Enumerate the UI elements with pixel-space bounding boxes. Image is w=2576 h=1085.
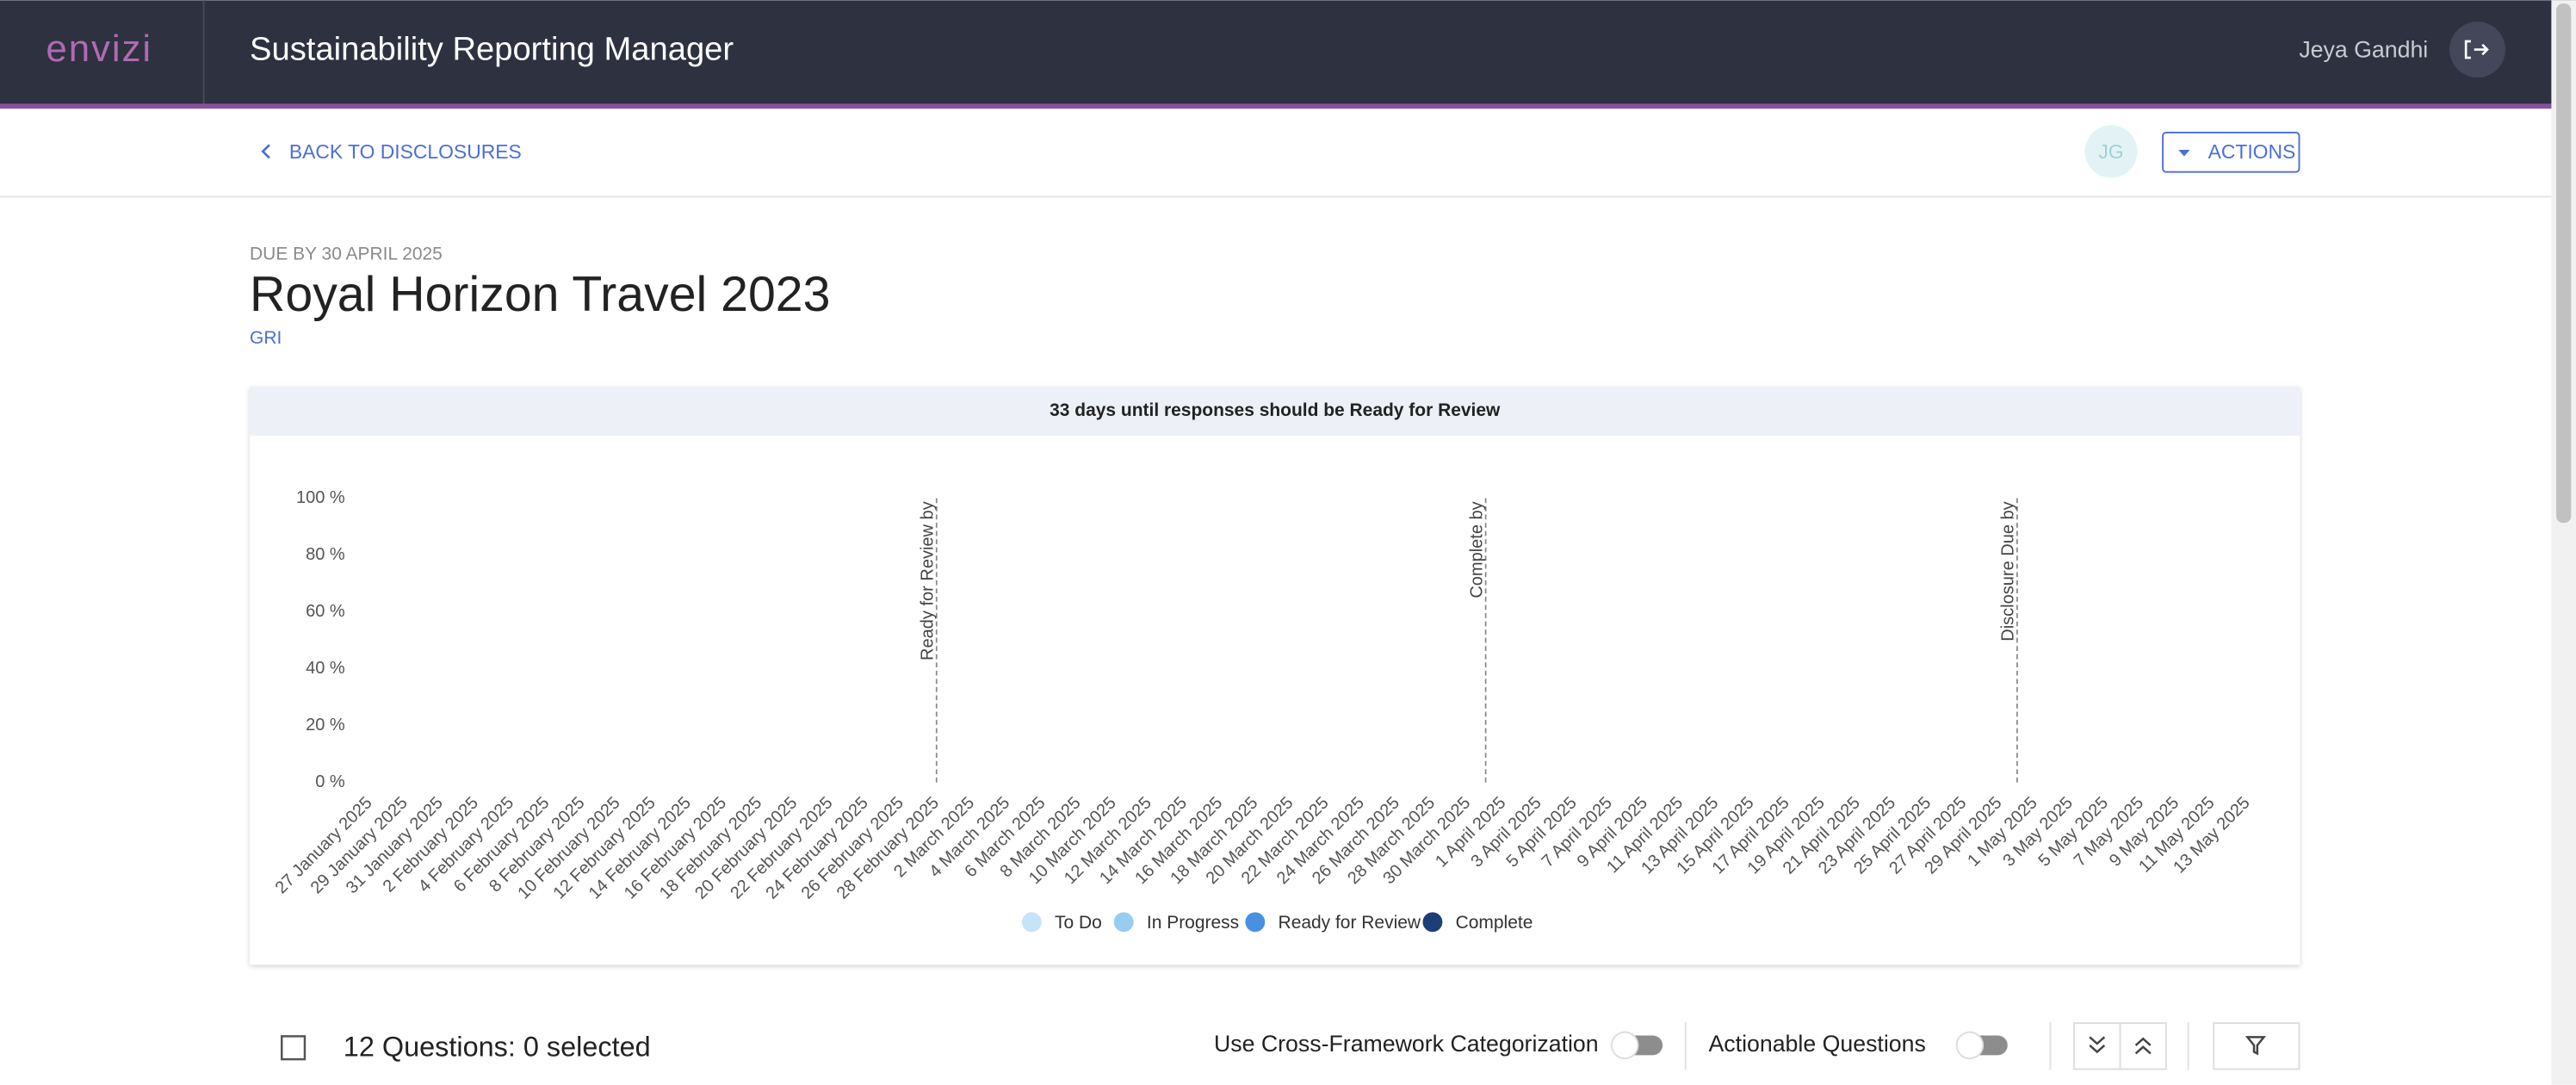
annotation-label: Ready for Review by <box>919 501 938 660</box>
select-all-checkbox[interactable] <box>281 1035 307 1061</box>
legend-label: To Do <box>1055 913 1102 933</box>
legend-swatch <box>1245 912 1266 933</box>
logout-button[interactable] <box>2449 22 2505 78</box>
legend-label: In Progress <box>1147 913 1239 933</box>
legend-label: Ready for Review <box>1279 913 1421 933</box>
due-date: DUE BY 30 APRIL 2025 <box>250 245 443 264</box>
actions-button[interactable]: ACTIONS <box>2162 131 2300 173</box>
legend-label: Complete <box>1456 913 1533 933</box>
app-title: Sustainability Reporting Manager <box>250 31 734 68</box>
header-accent <box>0 103 2576 109</box>
actionable-label: Actionable Questions <box>1708 1031 1925 1057</box>
y-tick-label: 0 % <box>315 772 345 791</box>
framework-tag: GRI <box>250 328 282 348</box>
cross-framework-label: Use Cross-Framework Categorization <box>1214 1031 1599 1057</box>
annotation-label: Complete by <box>1467 501 1486 598</box>
legend-swatch <box>1422 912 1443 933</box>
legend-swatch <box>1113 912 1134 933</box>
y-tick-label: 20 % <box>306 716 345 735</box>
cross-framework-toggle[interactable] <box>1610 1031 1663 1060</box>
chart-banner <box>250 386 2300 436</box>
actionable-toggle[interactable] <box>1955 1031 2008 1060</box>
chart-card <box>250 386 2300 965</box>
header-bar <box>0 0 2576 104</box>
annotation-label: Disclosure Due by <box>1999 501 2018 641</box>
actions-text[interactable]: ACTIONS <box>2208 140 2296 163</box>
back-text[interactable]: BACK TO DISCLOSURES <box>289 140 522 163</box>
logo: envizi <box>46 28 152 70</box>
collapse-all-button[interactable] <box>2119 1022 2167 1070</box>
user-name: Jeya Gandhi <box>2299 37 2428 63</box>
banner-text: 33 days until responses should be Ready … <box>1050 400 1501 420</box>
y-tick-label: 100 % <box>296 488 345 507</box>
expand-all-button[interactable] <box>2073 1022 2121 1070</box>
legend-swatch <box>1021 912 1042 933</box>
avatar-initials: JG <box>2098 140 2123 163</box>
question-count: 12 Questions: 0 selected <box>344 1031 651 1062</box>
y-tick-label: 80 % <box>306 545 345 564</box>
filter-button[interactable] <box>2213 1022 2300 1070</box>
scrollbar-thumb[interactable] <box>2556 3 2572 524</box>
y-tick-label: 40 % <box>306 659 345 678</box>
back-link[interactable]: BACK TO DISCLOSURES <box>261 140 522 163</box>
avatar <box>2084 125 2138 178</box>
disclosure-title: Royal Horizon Travel 2023 <box>250 267 830 322</box>
y-tick-label: 60 % <box>306 602 345 621</box>
